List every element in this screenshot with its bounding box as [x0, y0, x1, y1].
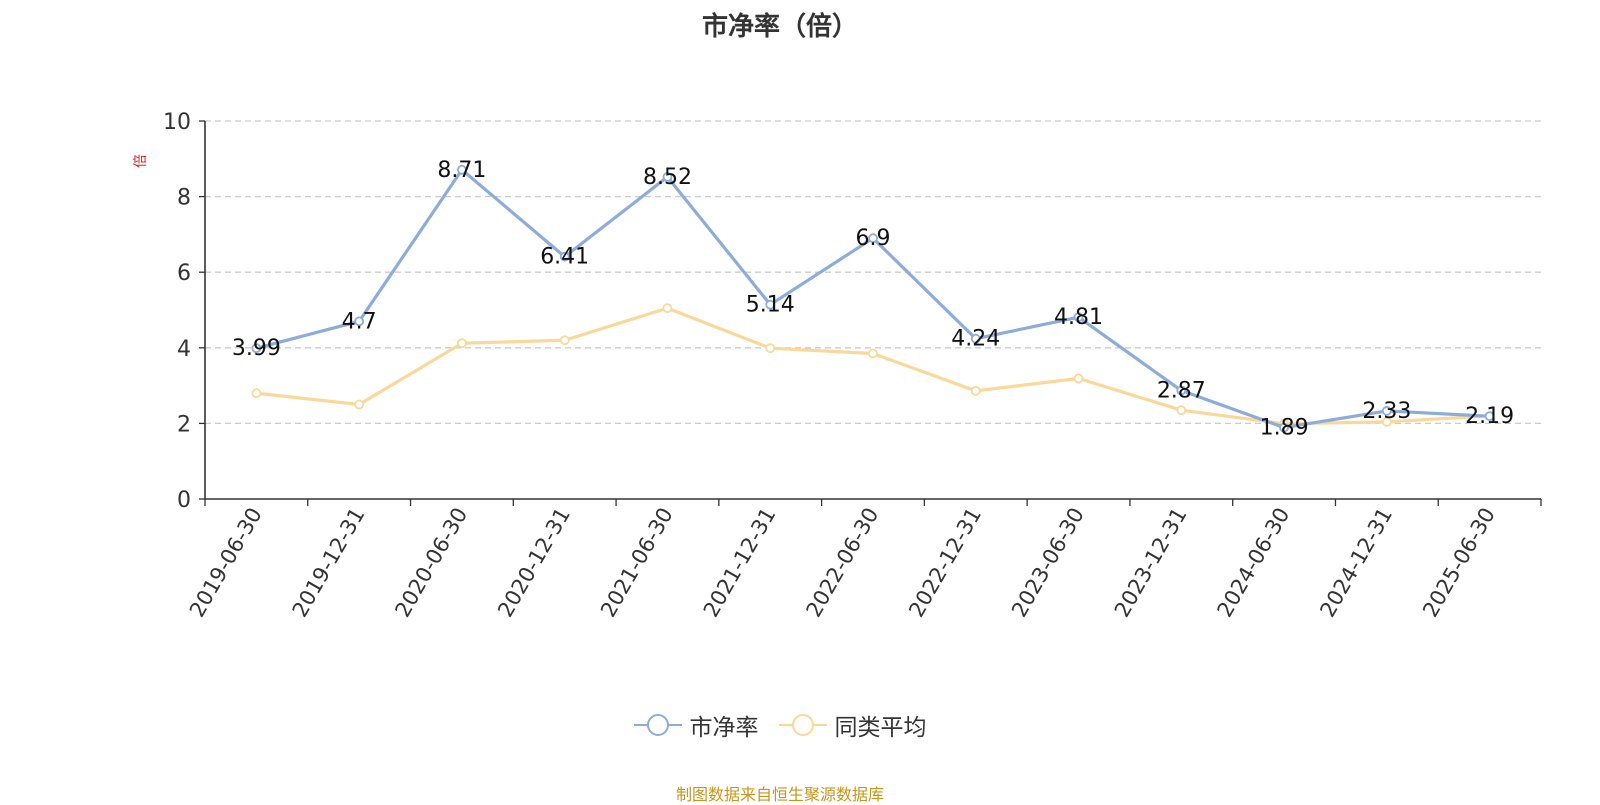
series-0-point [1279, 422, 1289, 433]
legend-label-pb: 市净率 [689, 715, 759, 741]
legend: 市净率 同类平均 [0, 708, 1560, 742]
series-line-0 [255, 168, 1490, 430]
series-1-point [1176, 405, 1187, 416]
series-0-point [1484, 411, 1495, 422]
x-tick-label: 2022-06-30 [802, 504, 884, 622]
series-0-point [662, 172, 673, 182]
data-label: 8.71 [437, 158, 486, 183]
series-0-point [1073, 312, 1084, 323]
x-tick-label: 2021-06-30 [596, 504, 678, 622]
y-axis-label: 倍 [133, 154, 149, 168]
x-tick-label: 2024-06-30 [1213, 504, 1295, 622]
x-tick-label: 2024-12-31 [1315, 504, 1397, 622]
series [251, 164, 1495, 433]
data-label: 6.41 [540, 245, 589, 270]
x-tick-label: 2023-12-31 [1110, 504, 1192, 622]
data-label: 2.33 [1362, 399, 1411, 424]
series-1-point [765, 343, 776, 354]
y-tick-label: 4 [177, 337, 191, 362]
data-label: 3.99 [232, 336, 281, 361]
x-tick-label: 2023-06-30 [1007, 504, 1089, 622]
data-label: 4.24 [951, 327, 1000, 352]
legend-swatch-pb-icon [633, 711, 682, 739]
chart-title: 市净率（倍） [701, 12, 858, 42]
x-tick-label: 2025-06-30 [1418, 504, 1500, 622]
x-tick-label: 2019-12-31 [288, 504, 370, 622]
y-tick-label: 8 [177, 186, 191, 211]
data-label: 4.81 [1054, 305, 1103, 330]
data-label: 1.89 [1260, 416, 1309, 441]
legend-label-peer-average: 同类平均 [834, 715, 927, 741]
series-1-point [251, 388, 262, 399]
y-tick-label: 0 [177, 488, 191, 513]
series-0-point [1381, 406, 1392, 416]
series-1-point [354, 399, 365, 410]
series-0-point [251, 343, 262, 354]
series-0-point [457, 164, 467, 175]
series-0-point [1176, 385, 1187, 396]
series-0-point [354, 316, 365, 327]
legend-item-pb[interactable]: 市净率 [633, 708, 759, 742]
series-1-point [970, 385, 981, 396]
data-label: 5.14 [746, 293, 795, 318]
series-1-point [559, 335, 570, 346]
legend-swatch-peer-average-icon [778, 711, 827, 739]
data-label: 2.87 [1157, 379, 1206, 404]
data-labels: 3.99 4.7 8.71 6.41 8.52 5.14 6.9 4.24 4.81 2.87 1.… [232, 158, 1514, 441]
series-1-point [868, 348, 878, 359]
data-label: 6.9 [856, 226, 891, 251]
data-label: 4.7 [342, 309, 377, 334]
y-tick-label: 6 [177, 261, 191, 286]
series-line-1 [256, 306, 1490, 426]
x-tick-label: 2019-06-30 [185, 504, 267, 622]
series-1-point [457, 338, 467, 349]
legend-item-peer-average[interactable]: 同类平均 [778, 708, 927, 742]
x-tick-label: 2021-12-31 [699, 504, 781, 622]
series-0-point [868, 233, 878, 244]
y-tick-label: 10 [163, 110, 191, 135]
series-0-point [765, 299, 776, 310]
data-label: 2.19 [1465, 404, 1514, 429]
x-tick-label: 2020-12-31 [493, 504, 575, 622]
series-0-point [970, 333, 981, 344]
series-0-point [559, 251, 570, 262]
x-tick-label: 2020-06-30 [390, 504, 472, 622]
series-1-point [1381, 416, 1392, 427]
series-1-point [662, 303, 673, 314]
axes: 0 2 4 6 8 10 倍 2019-06-30 2019-12-31 2020-06-30 20… [133, 110, 1542, 622]
series-1-point [1073, 373, 1084, 384]
data-label: 8.52 [643, 165, 692, 190]
y-tick-label: 2 [177, 412, 191, 437]
x-tick-label: 2022-12-31 [904, 504, 986, 622]
source-note: 制图数据来自恒生聚源数据库 [675, 785, 884, 804]
